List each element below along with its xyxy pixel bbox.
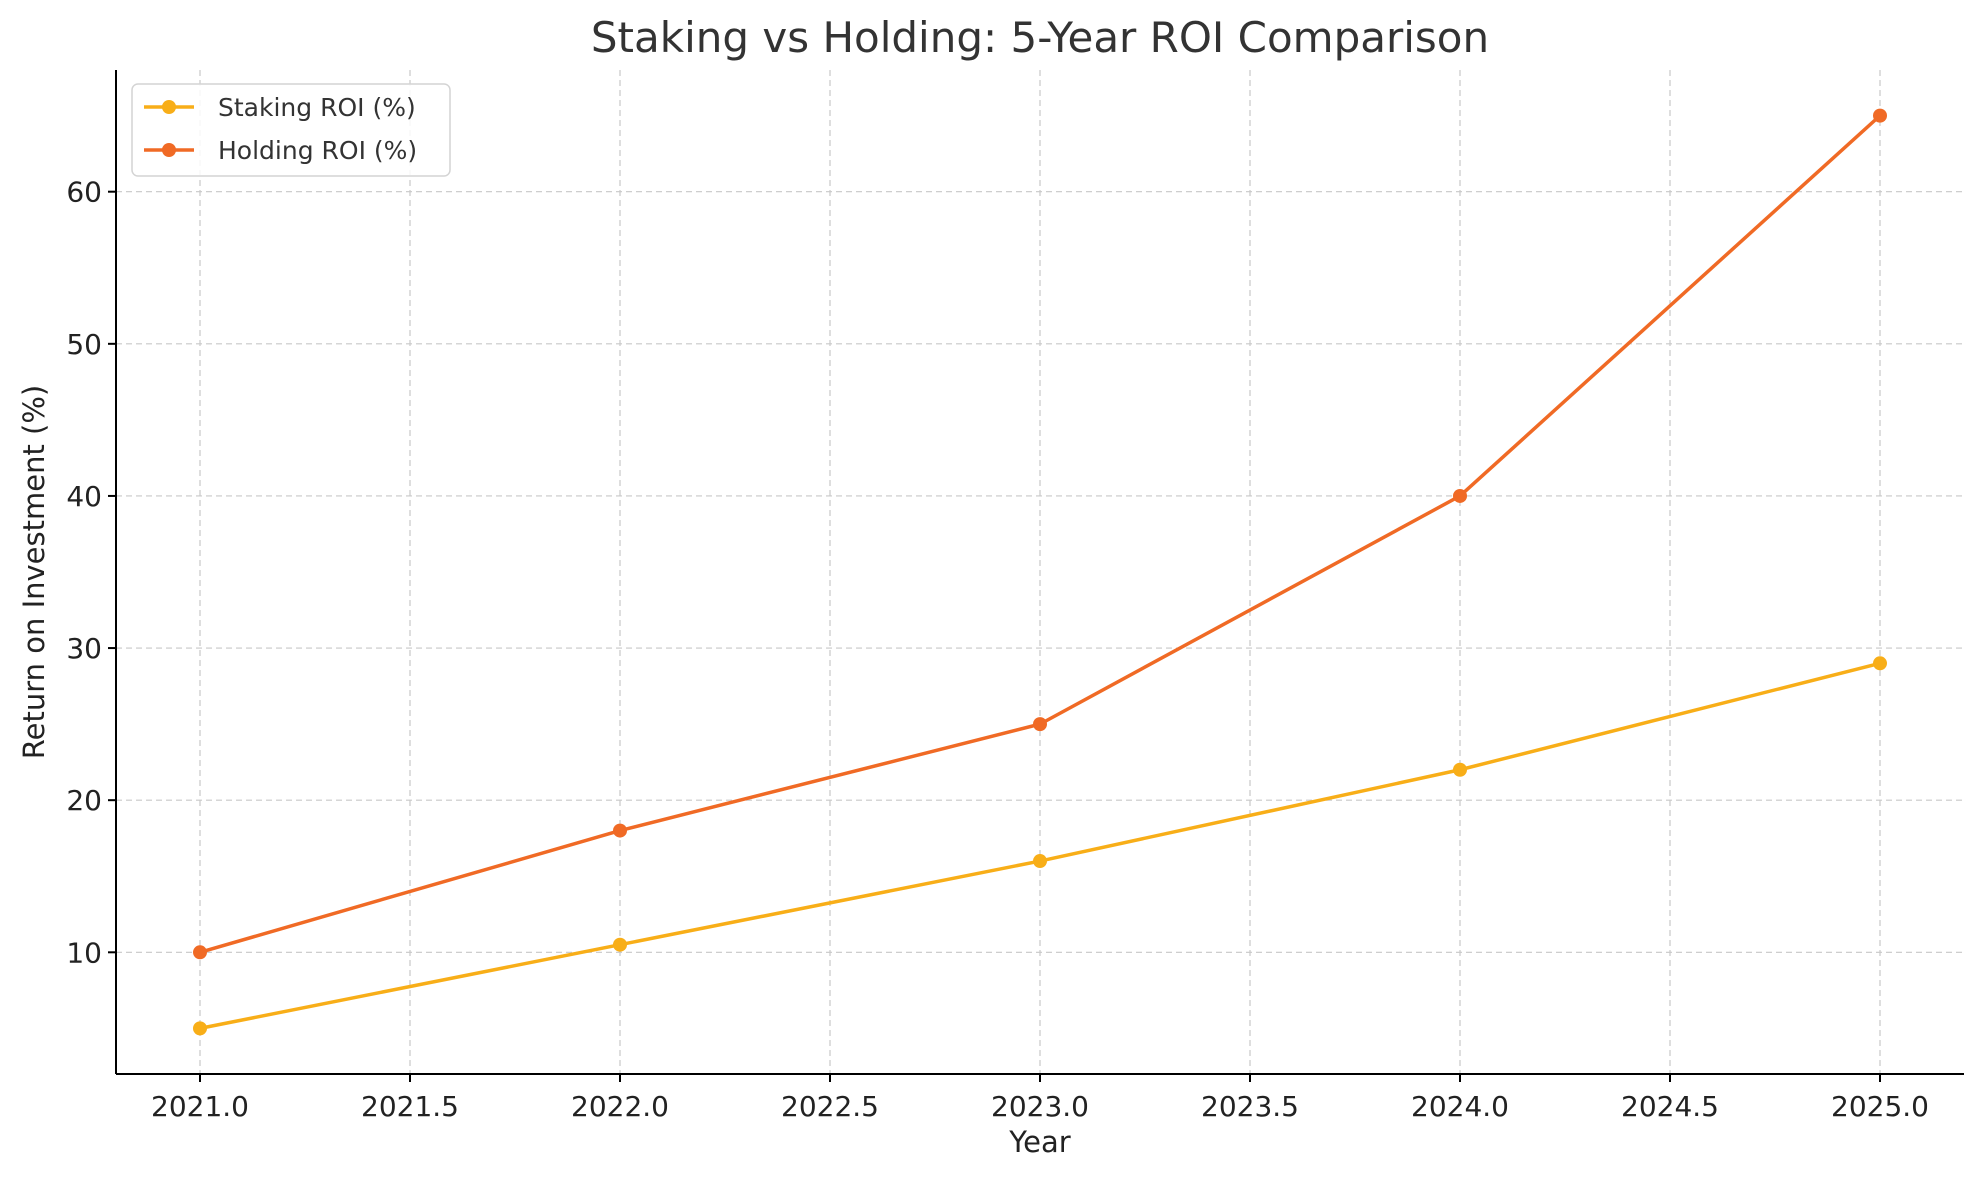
data-point-holding [1453,488,1467,503]
x-tick-label: 2022.5 [781,1090,879,1123]
data-point-holding [1033,717,1047,732]
x-tick-label: 2023.5 [1201,1090,1299,1123]
y-tick-label: 30 [66,632,102,665]
y-ticks: 10 20 30 40 50 60 [66,176,116,969]
legend-marker-staking [162,100,176,114]
data-point-staking [193,1021,207,1036]
x-tick-label: 2024.0 [1411,1090,1509,1123]
grid [116,70,1964,1074]
x-tick-label: 2021.5 [361,1090,459,1123]
chart-title: Staking vs Holding: 5-Year ROI Compariso… [591,13,1489,62]
x-tick-label: 2022.0 [571,1090,669,1123]
series-staking [193,656,1887,1036]
legend-item-staking: Staking ROI (%) [144,93,416,122]
y-tick-label: 40 [66,480,102,513]
y-tick-label: 10 [66,936,102,969]
y-tick-label: 50 [66,328,102,361]
y-tick-label: 60 [66,176,102,209]
legend: Staking ROI (%) Holding ROI (%) [131,83,451,177]
x-axis-label: Year [1008,1125,1070,1159]
x-tick-label: 2021.0 [151,1090,249,1123]
data-point-staking [1033,854,1047,869]
y-axis-label: Return on Investment (%) [17,385,51,759]
data-point-holding [613,823,627,838]
data-point-holding [193,945,207,960]
y-tick-label: 20 [66,784,102,817]
legend-label-staking: Staking ROI (%) [218,93,416,122]
x-ticks: 2021.0 2021.5 2022.0 2022.5 2023.0 2023.5 2024… [151,1074,1929,1123]
series-holding [193,108,1887,960]
x-tick-label: 2024.5 [1621,1090,1719,1123]
data-point-staking [613,937,627,952]
data-point-holding [1873,108,1887,123]
data-point-staking [1873,656,1887,671]
x-tick-label: 2023.0 [991,1090,1089,1123]
legend-marker-holding [162,143,176,157]
x-tick-label: 2025.0 [1831,1090,1929,1123]
series-lines [193,108,1887,1036]
data-point-staking [1453,762,1467,777]
legend-label-holding: Holding ROI (%) [218,136,417,165]
legend-box [131,83,451,177]
legend-item-holding: Holding ROI (%) [144,136,417,165]
